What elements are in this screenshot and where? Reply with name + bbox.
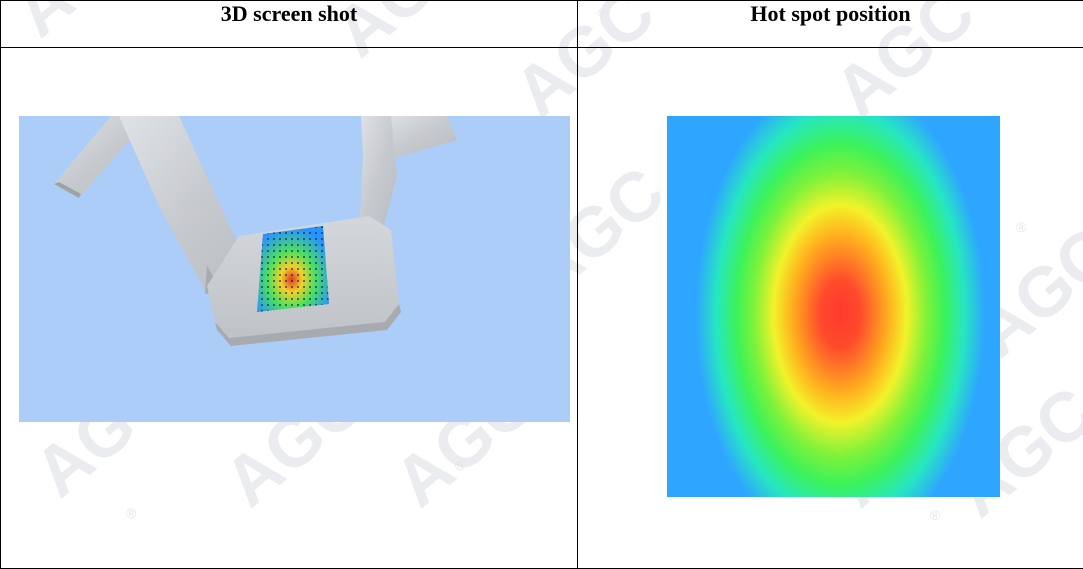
3d-screenshot-image [19,116,570,427]
header-3d-screen-shot: 3D screen shot [1,1,578,48]
header-hot-spot-position: Hot spot position [578,1,1083,48]
heatmap-gradient [667,116,1000,497]
cell-hot-spot-position [578,48,1083,569]
hot-spot-heatmap [667,116,1000,502]
measurement-grid-dots [257,226,329,312]
cell-3d-screen-shot [1,48,578,569]
table-header-row: 3D screen shot Hot spot position [1,1,1083,48]
table-body-row [1,48,1083,569]
